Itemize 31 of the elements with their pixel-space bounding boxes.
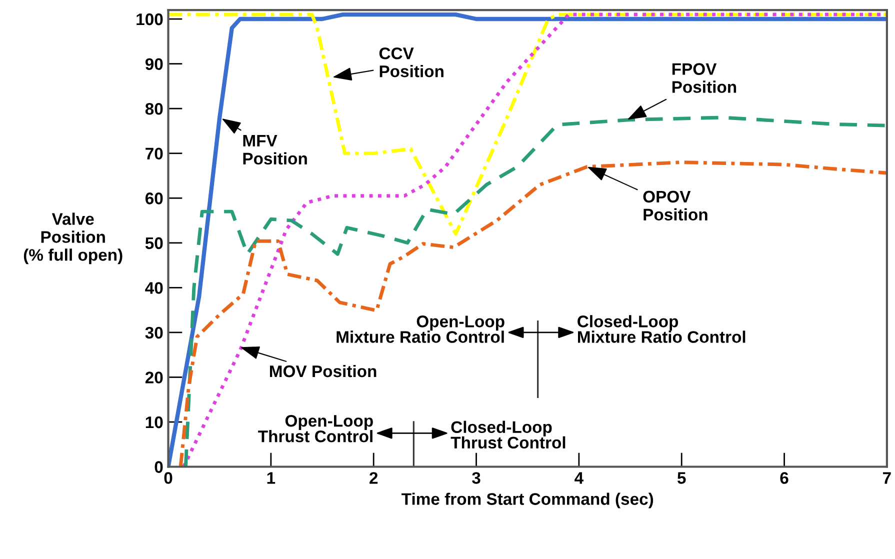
x-tick-label: 1 (267, 472, 276, 484)
line-series (168, 12, 887, 236)
annotation: Open-Loop Thrust Control (258, 414, 373, 442)
x-axis-title: Time from Start Command (sec) (402, 492, 654, 508)
annotation: FPOV Position (672, 63, 736, 93)
annotation: MFV Position (243, 134, 307, 165)
x-tick-label: 7 (883, 472, 891, 484)
annotation: Closed-Loop Thrust Control (450, 420, 566, 449)
y-tick-label: 80 (145, 102, 163, 115)
y-tick-label: 90 (145, 58, 163, 70)
y-tick-label: 100 (136, 13, 163, 26)
x-tick-label: 4 (574, 472, 584, 484)
x-tick-label: 5 (677, 472, 686, 484)
y-tick-label: 20 (145, 372, 163, 384)
x-tick-label: 6 (780, 472, 788, 484)
annotation: Open-Loop Mixture Ratio Control (336, 316, 504, 343)
y-tick-label: 70 (146, 148, 163, 160)
annotation: CCV Position (379, 47, 444, 78)
y-tick-label: 60 (145, 192, 163, 204)
x-tick-label: 2 (370, 472, 378, 484)
annotation: OPOV Position (643, 190, 708, 221)
y-tick-label: 40 (145, 282, 163, 294)
x-tick-label: 0 (164, 472, 172, 484)
y-tick-label: 30 (145, 326, 163, 339)
annotation: MOV Position (270, 364, 376, 378)
y-axis-title: Valve Position (% full open) (24, 212, 122, 264)
y-tick-label: 10 (146, 416, 163, 428)
y-tick-label: 50 (145, 237, 163, 250)
annotation: Closed-Loop Mixture Ratio Control (578, 315, 746, 343)
y-tick-label: 0 (154, 461, 163, 473)
x-tick-label: 3 (472, 472, 480, 484)
